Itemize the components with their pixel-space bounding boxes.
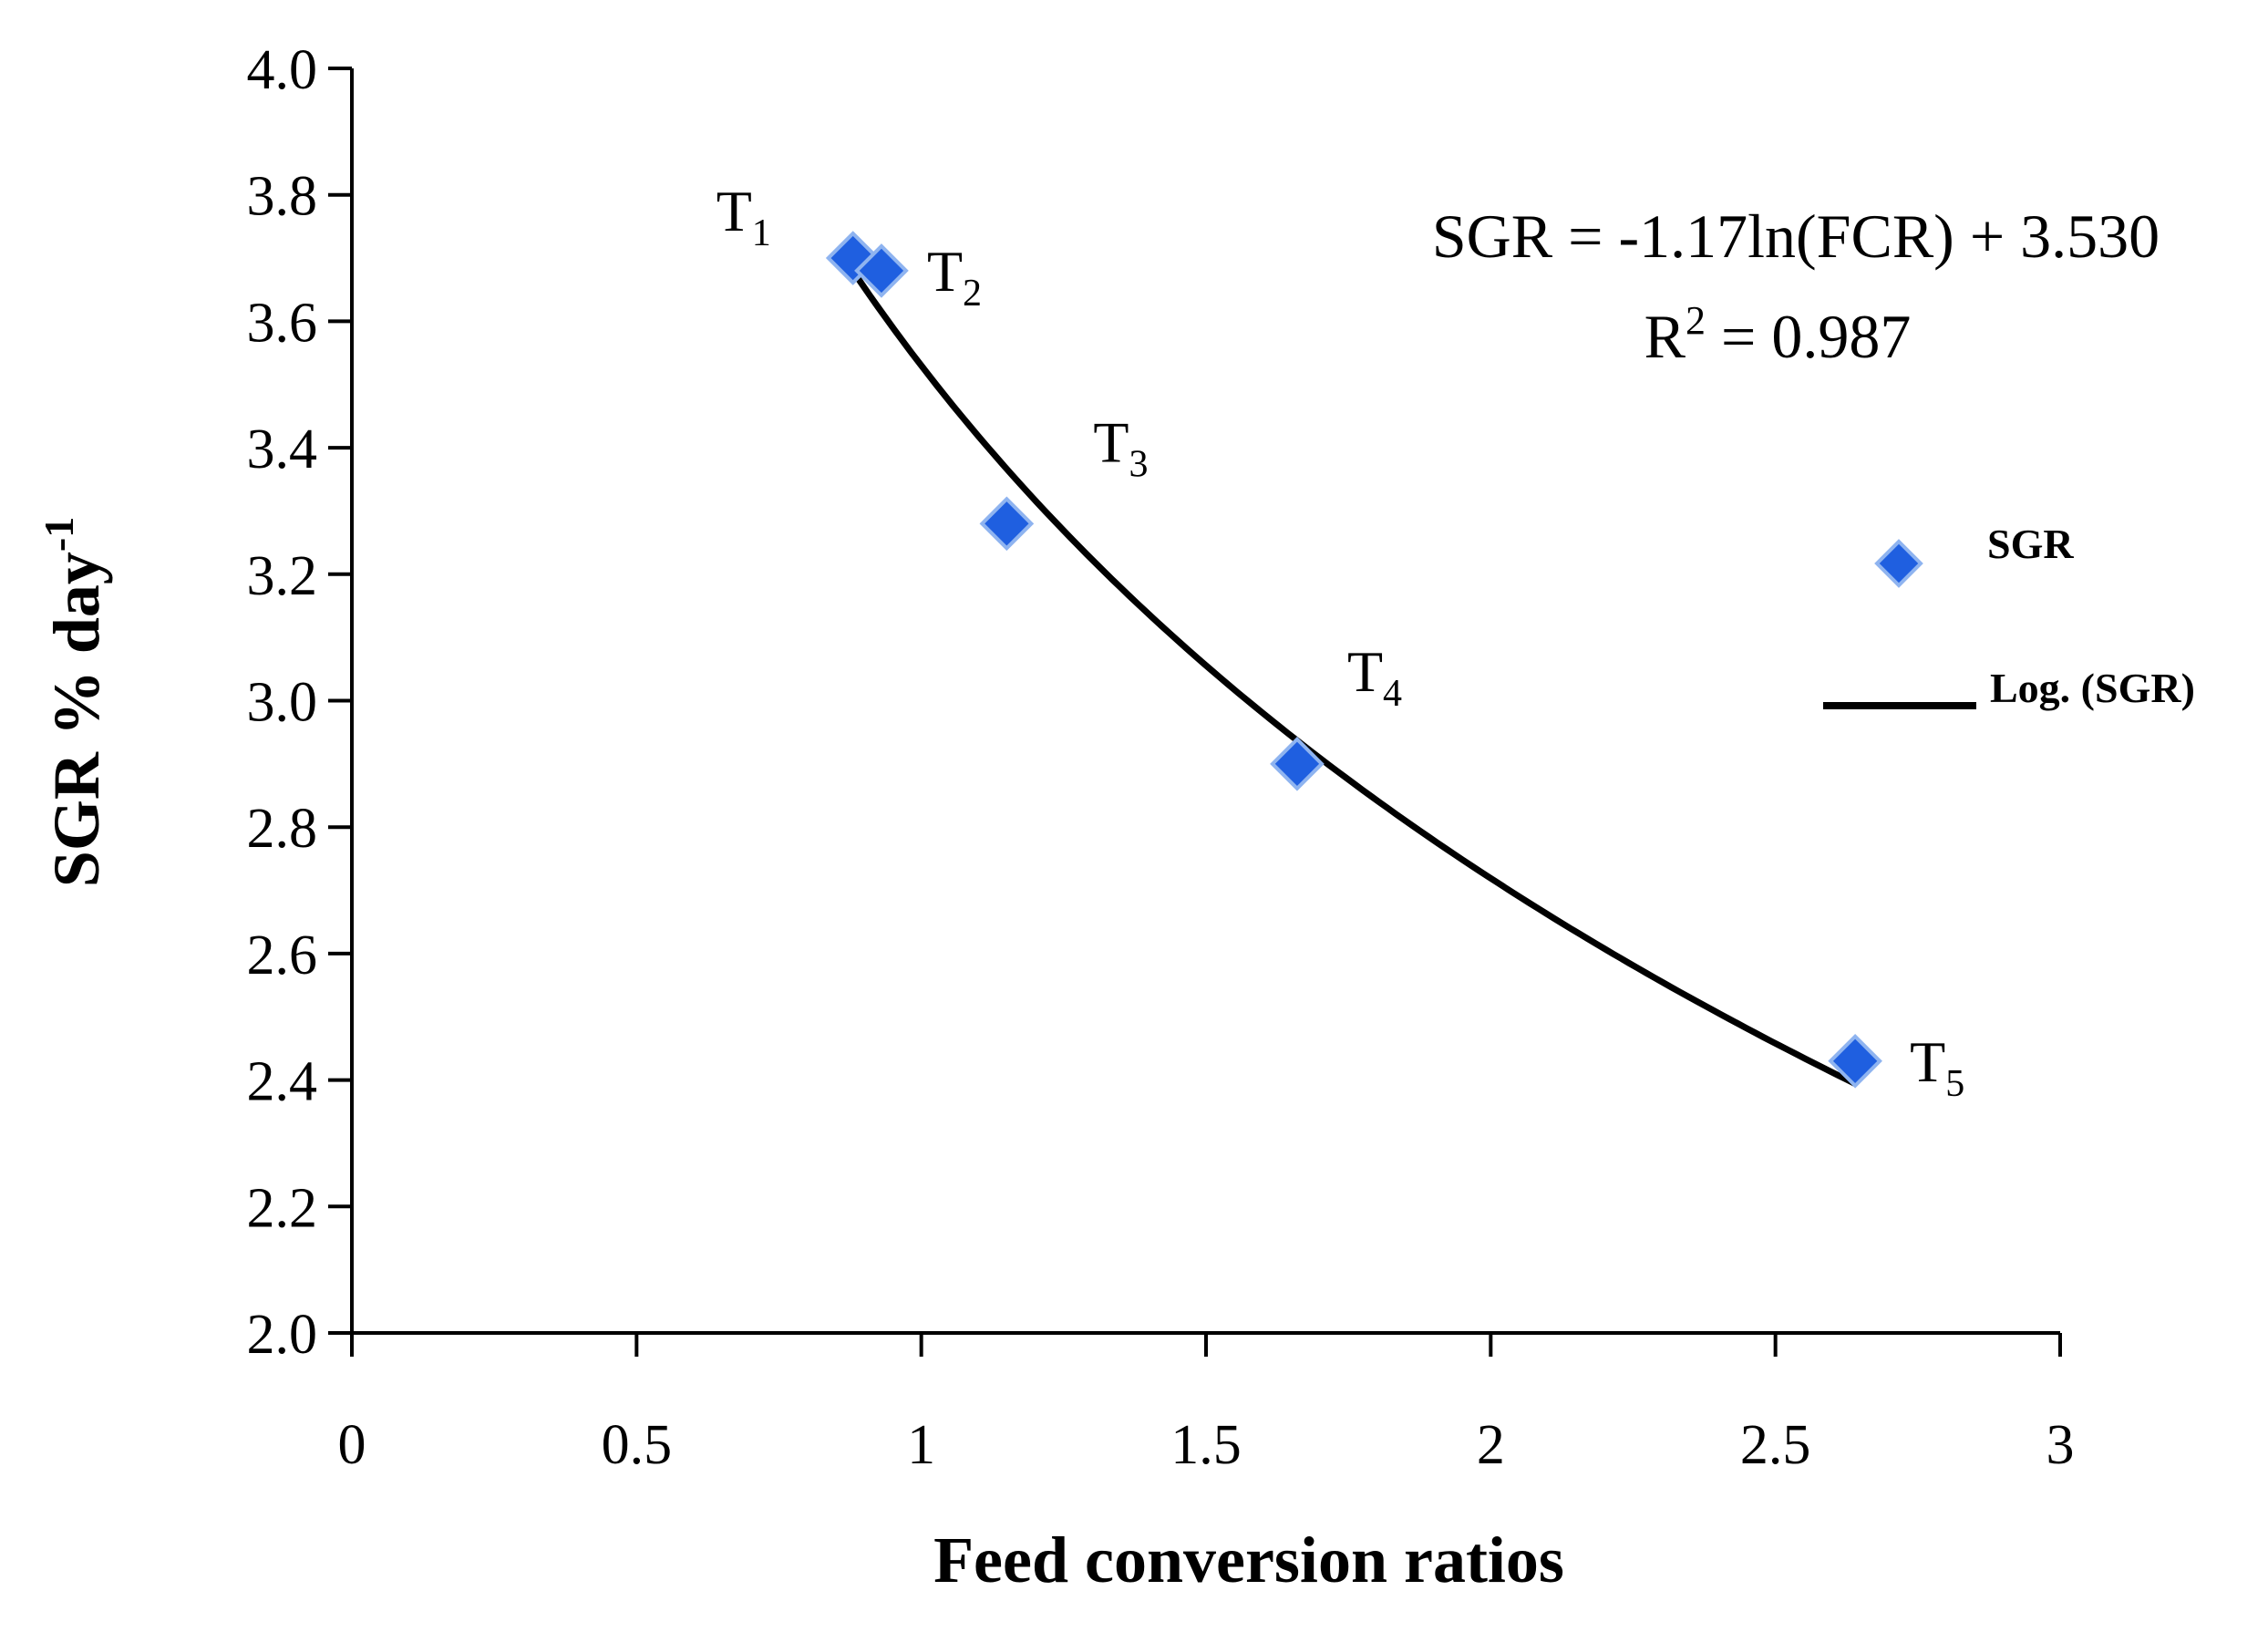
trendline-log-sgr bbox=[850, 269, 1857, 1087]
legend-label-sgr: SGR bbox=[1987, 521, 2074, 567]
r-squared-prefix: R bbox=[1644, 302, 1686, 371]
point-label-subscript: 3 bbox=[1129, 443, 1148, 485]
point-label-main: T bbox=[716, 179, 752, 243]
axes: 2.0 2.2 2.4 2.6 2.8 3.0 3.2 3.4 3.6 3.8 4.0 0 0.5 1 1.… bbox=[247, 39, 2075, 1476]
point-label-t4: T4 bbox=[1347, 639, 1402, 715]
y-axis-title: SGR % day-1 bbox=[36, 517, 113, 887]
x-tick-label: 1.5 bbox=[1170, 1414, 1242, 1476]
legend-marker-sgr bbox=[1874, 539, 1923, 588]
x-tick-label: 0.5 bbox=[602, 1414, 673, 1476]
point-label-subscript: 4 bbox=[1383, 673, 1402, 715]
y-tick-label: 2.2 bbox=[247, 1177, 318, 1239]
legend: SGR Log. (SGR) bbox=[1823, 521, 2195, 711]
point-label-t5: T5 bbox=[1910, 1029, 1964, 1105]
x-tick-label: 3 bbox=[2046, 1414, 2075, 1476]
x-tick-label: 1 bbox=[907, 1414, 935, 1476]
point-label-main: T bbox=[1093, 409, 1129, 474]
data-point-t5 bbox=[1828, 1033, 1882, 1089]
equation-annotation: SGR = -1.17ln(FCR) + 3.530 bbox=[1432, 201, 2160, 271]
x-axis-title: Feed conversion ratios bbox=[933, 1524, 1564, 1596]
x-tick-label: 2 bbox=[1477, 1414, 1505, 1476]
point-label-main: T bbox=[1347, 639, 1383, 704]
x-tick-label: 0 bbox=[338, 1414, 366, 1476]
point-label-t3: T3 bbox=[1093, 409, 1148, 485]
y-tick-label: 3.2 bbox=[247, 545, 318, 607]
y-tick-label: 3.8 bbox=[247, 166, 318, 228]
point-label-main: T bbox=[927, 239, 963, 304]
point-label-t2: T2 bbox=[927, 239, 982, 315]
data-point-t2 bbox=[854, 243, 909, 298]
r-squared-annotation: R2 = 0.987 bbox=[1644, 298, 1912, 371]
y-tick-label: 3.6 bbox=[247, 292, 318, 354]
r-squared-sup: 2 bbox=[1686, 298, 1706, 343]
point-label-t1: T1 bbox=[716, 179, 771, 254]
y-axis-title-sup: -1 bbox=[36, 517, 82, 552]
point-label-subscript: 2 bbox=[963, 273, 982, 315]
r-squared-value: = 0.987 bbox=[1706, 302, 1911, 371]
y-tick-label: 2.0 bbox=[247, 1304, 318, 1366]
y-tick-label: 4.0 bbox=[247, 39, 318, 101]
legend-label-log: Log. (SGR) bbox=[1990, 665, 2195, 711]
y-axis-title-main: SGR % day bbox=[40, 552, 113, 887]
data-points bbox=[825, 231, 1882, 1089]
x-tick-label: 2.5 bbox=[1740, 1414, 1811, 1476]
y-tick-label: 3.4 bbox=[247, 418, 318, 480]
data-point-t4 bbox=[1270, 737, 1325, 791]
point-label-subscript: 5 bbox=[1945, 1063, 1964, 1105]
point-label-main: T bbox=[1910, 1029, 1945, 1094]
data-point-t3 bbox=[979, 496, 1035, 552]
y-tick-label: 2.4 bbox=[247, 1051, 318, 1113]
point-label-subscript: 1 bbox=[752, 212, 771, 254]
y-tick-label: 3.0 bbox=[247, 672, 318, 734]
y-tick-label: 2.8 bbox=[247, 798, 318, 860]
trendline-group bbox=[850, 269, 1857, 1087]
y-tick-label: 2.6 bbox=[247, 924, 318, 986]
